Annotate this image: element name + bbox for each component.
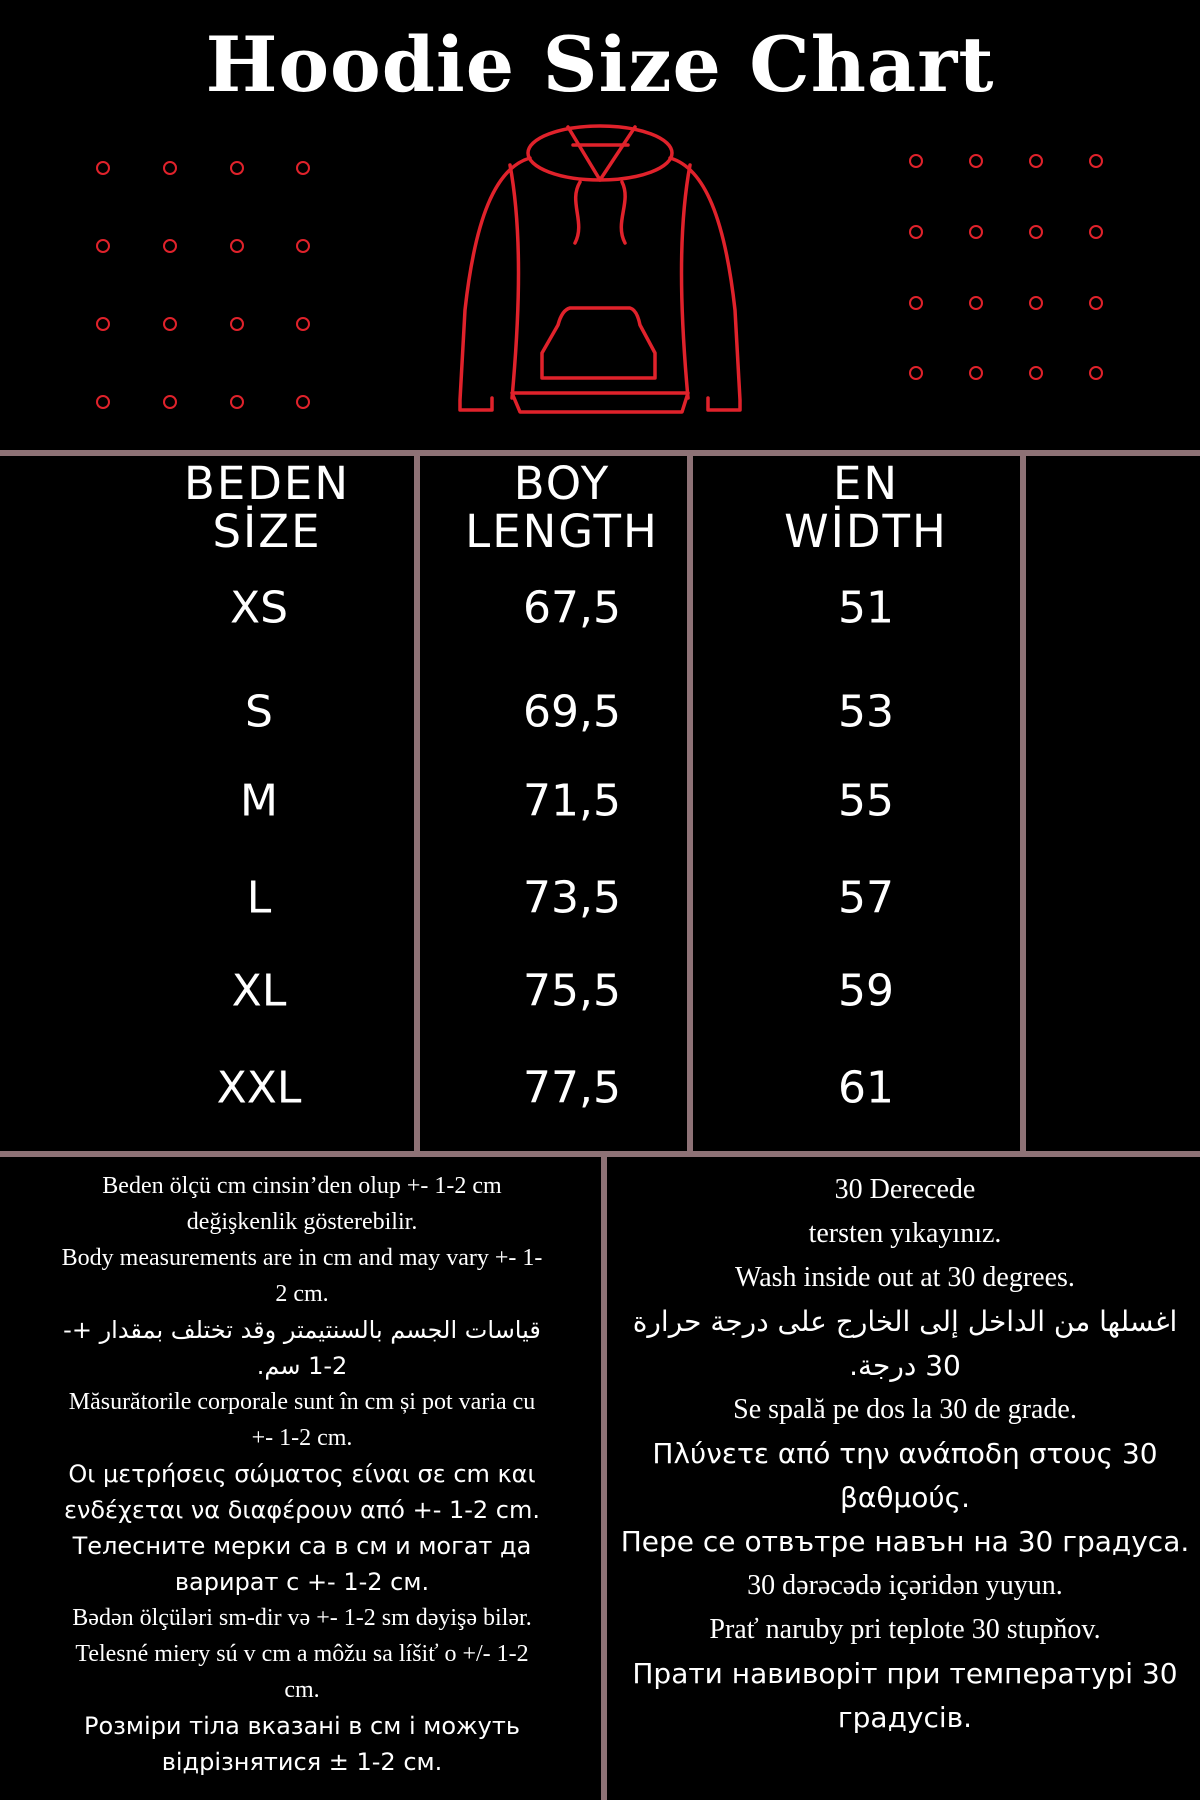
cell-width: 57 xyxy=(838,872,894,924)
decorative-dot xyxy=(909,296,923,310)
table-bottom-border xyxy=(0,1151,1200,1157)
cell-length: 75,5 xyxy=(523,965,621,1017)
note-line: Πλύνετε από την ανάποδη στους 30 βαθμούς… xyxy=(652,1437,1158,1514)
cell-size: S xyxy=(245,686,273,738)
cell-length: 71,5 xyxy=(523,775,621,827)
header-line: EN xyxy=(832,457,900,510)
cell-length: 77,5 xyxy=(523,1062,621,1114)
header-line: BOY xyxy=(513,457,611,510)
decorative-dot xyxy=(969,296,983,310)
note-line: Wash inside out at 30 degrees. xyxy=(735,1262,1075,1293)
note-line: Măsurătorile corporale sunt în cm și pot… xyxy=(68,1389,536,1451)
note-line: Body measurements are in cm and may vary… xyxy=(61,1245,543,1307)
decorative-dot xyxy=(96,239,110,253)
note-line: قياسات الجسم بالسنتيمتر وقد تختلف بمقدار… xyxy=(63,1316,541,1380)
decorative-dot xyxy=(1089,366,1103,380)
note-line: Prať naruby pri teplote 30 stupňov. xyxy=(709,1614,1101,1645)
hoodie-icon xyxy=(458,124,742,414)
cell-width: 55 xyxy=(838,775,894,827)
note-line: Телесните мерки са в см и могат да варир… xyxy=(72,1532,532,1596)
cell-length: 69,5 xyxy=(523,686,621,738)
decorative-dot xyxy=(96,161,110,175)
note-line: Прати навиворіт при температурі 30 граду… xyxy=(632,1657,1178,1734)
header-line: BEDEN xyxy=(183,457,351,510)
note-line: Пере се отвътре навън на 30 градуса. xyxy=(620,1525,1190,1558)
decorative-dot xyxy=(1089,225,1103,239)
cell-size: XXL xyxy=(216,1062,302,1114)
decorative-dot xyxy=(96,395,110,409)
header-size: BEDEN SİZE xyxy=(184,460,350,556)
note-line: Beden ölçü cm cinsin’den olup +- 1-2 cm … xyxy=(102,1173,502,1235)
decorative-dot xyxy=(909,366,923,380)
decorative-dot xyxy=(163,239,177,253)
decorative-dot xyxy=(296,161,310,175)
note-line: اغسلها من الداخل إلى الخارج على درجة حرا… xyxy=(632,1305,1178,1382)
decorative-dot xyxy=(230,395,244,409)
decorative-dot xyxy=(1029,296,1043,310)
note-line: Οι μετρήσεις σώματος είναι σε cm και ενδ… xyxy=(63,1460,541,1524)
decorative-dot xyxy=(296,239,310,253)
decorative-dot xyxy=(96,317,110,331)
header-line: SİZE xyxy=(212,505,322,558)
decorative-dot xyxy=(163,395,177,409)
decorative-dot xyxy=(1089,154,1103,168)
decorative-dot xyxy=(296,395,310,409)
header-line: LENGTH xyxy=(465,505,659,558)
decorative-dot xyxy=(909,225,923,239)
measurement-notes: Beden ölçü cm cinsin’den olup +- 1-2 cm … xyxy=(0,1168,604,1780)
decorative-dot xyxy=(909,154,923,168)
decorative-dot xyxy=(1089,296,1103,310)
column-divider xyxy=(414,453,420,1154)
decorative-dot xyxy=(163,317,177,331)
note-line: 30 Derecede tersten yıkayınız. xyxy=(808,1174,1002,1249)
cell-size: M xyxy=(240,775,278,827)
cell-width: 59 xyxy=(838,965,894,1017)
washing-notes: 30 Derecede tersten yıkayınız. Wash insid… xyxy=(610,1168,1200,1740)
cell-length: 73,5 xyxy=(523,872,621,924)
header-line: WİDTH xyxy=(784,505,948,558)
decorative-dot xyxy=(230,161,244,175)
note-line: Bədən ölçüləri sm-dir və +- 1-2 sm dəyiş… xyxy=(72,1605,532,1631)
cell-size: XL xyxy=(231,965,287,1017)
decorative-dot xyxy=(230,317,244,331)
header-width: EN WİDTH xyxy=(784,460,948,556)
cell-width: 51 xyxy=(838,582,894,634)
cell-size: XS xyxy=(229,582,289,634)
decorative-dot xyxy=(969,366,983,380)
decorative-dot xyxy=(969,154,983,168)
decorative-dot xyxy=(230,239,244,253)
decorative-dot xyxy=(969,225,983,239)
cell-length: 67,5 xyxy=(523,582,621,634)
note-line: Se spală pe dos la 30 de grade. xyxy=(733,1394,1077,1425)
cell-size: L xyxy=(246,872,272,924)
notes-divider xyxy=(601,1154,607,1800)
table-top-border xyxy=(0,450,1200,456)
cell-width: 53 xyxy=(838,686,894,738)
decorative-dot xyxy=(1029,366,1043,380)
note-line: Telesné miery sú v cm a môžu sa líšiť o … xyxy=(75,1641,529,1703)
decorative-dot xyxy=(296,317,310,331)
header-length: BOY LENGTH xyxy=(465,460,659,556)
note-line: Розміри тіла вказані в см і можуть відрі… xyxy=(83,1712,521,1776)
column-divider xyxy=(1020,453,1026,1154)
cell-width: 61 xyxy=(838,1062,894,1114)
page-title: Hoodie Size Chart xyxy=(205,20,995,109)
decorative-dot xyxy=(1029,225,1043,239)
note-line: 30 dərəcədə içəridən yuyun. xyxy=(747,1570,1063,1601)
column-divider xyxy=(687,453,693,1154)
decorative-dot xyxy=(163,161,177,175)
decorative-dot xyxy=(1029,154,1043,168)
